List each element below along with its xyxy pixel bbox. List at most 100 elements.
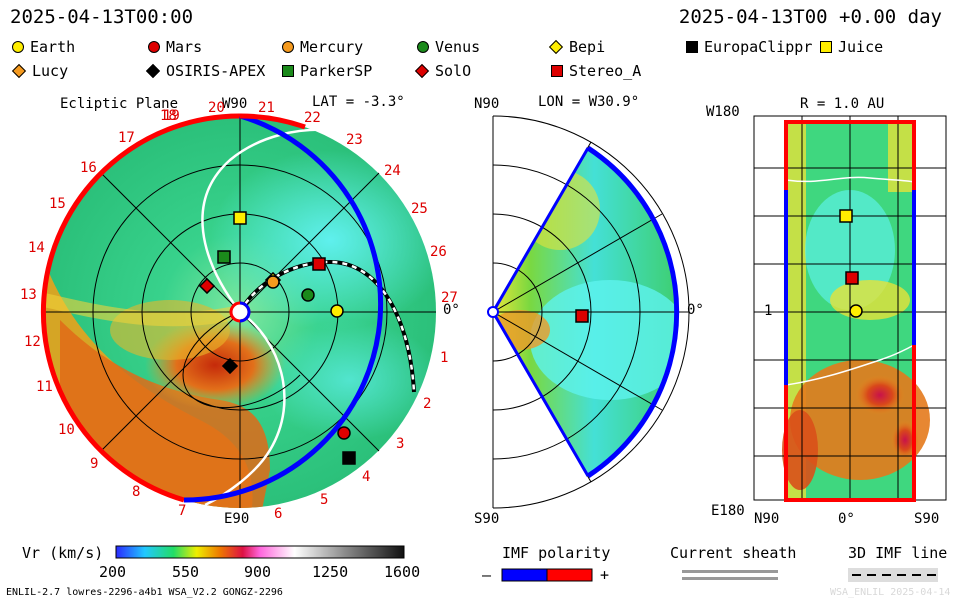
day-label: 14 [28,240,45,256]
europaclipper-icon [342,451,356,465]
ecliptic-lat: LAT = -3.3° [312,94,405,110]
day-label: 1 [440,350,448,366]
earth-marker-icon [12,41,24,53]
ecliptic-title: Ecliptic Plane [60,96,179,112]
day-label: 5 [320,492,328,508]
imf-minus-label: – [482,566,492,584]
day-label: 9 [90,456,98,472]
colorbar-tick-550: 550 [172,563,200,581]
day-label: 26 [430,244,447,260]
solo-icon [198,277,216,295]
radial-x-label-s90: S90 [914,511,940,527]
left-timestamp: 2025-04-13T00:00 [10,6,194,28]
mars-marker-icon [148,41,160,53]
day-label: 2 [423,396,431,412]
radial-x-label-0: 0° [838,511,855,527]
europaclipper-marker-icon [686,41,698,53]
current-sheath-line [201,128,331,313]
ecliptic-right-label: 0° [443,302,460,318]
ecliptic-bottom-label: E90 [224,511,250,527]
juice-marker-icon [820,41,832,53]
colorbar-tick-1600: 1600 [384,563,421,581]
stereo-a-marker-icon [551,65,563,77]
imf-3d-title: 3D IMF line [848,544,948,562]
meridional-panel [487,115,690,509]
day-labels: 19 20 21 22 23 24 25 26 27 1 2 3 4 5 6 7… [20,100,458,522]
day-label: 25 [411,201,428,217]
day-label: 6 [274,506,282,522]
radial-x-label-n90: N90 [754,511,780,527]
imf-polarity-title: IMF polarity [502,544,611,562]
osiris-apex-icon [221,357,239,375]
legend-label-lucy: Lucy [32,62,69,80]
day-label: 13 [20,287,37,303]
legend-label-mars: Mars [166,38,203,56]
day-label: 3 [396,436,404,452]
day-label: 4 [362,469,370,485]
parkersp-icon [217,250,231,264]
day-label: 7 [178,503,186,519]
day-label: 22 [304,110,321,126]
current-sheath-swatch [682,570,778,573]
meridional-lon: LON = W30.9° [538,94,640,110]
juice-radial-icon [839,209,853,223]
legend-label-bepi: Bepi [569,38,606,56]
imf-line-swatch [848,568,938,582]
day-label: 21 [258,100,275,116]
day-label: 18 [160,108,177,124]
day-label: 17 [118,130,135,146]
legend-label-osiris-apex: OSIRIS-APEX [166,62,266,80]
meridional-right-label: 0° [687,302,704,318]
colorbar-title: Vr (km/s) [22,544,104,562]
day-label: 27 [441,290,458,306]
stereo-a-radial-icon [845,271,859,285]
footer-model-info: ENLIL-2.7 lowres-2296-a4b1 WSA_V2.2 GONG… [6,587,283,598]
day-label: 15 [49,196,66,212]
velocity-colorbar [115,545,405,559]
radial-top-label: W180 [706,104,740,120]
legend-label-earth: Earth [30,38,76,56]
legend-label-mercury: Mercury [300,38,364,56]
day-label: 10 [58,422,75,438]
day-label: 8 [132,484,140,500]
earth-radial-icon [849,304,863,318]
earth-icon [330,304,344,318]
imf-negative-swatch [501,568,548,582]
colorbar-tick-1250: 1250 [312,563,349,581]
colorbar-tick-900: 900 [244,563,272,581]
colorbar-tick-200: 200 [99,563,127,581]
mercury-icon [266,275,280,289]
stereo-a-meridional-icon [575,309,589,323]
day-label: 20 [208,100,225,116]
day-label: 16 [80,160,97,176]
radial-mid-label: 1 [764,303,773,319]
day-label: 12 [24,334,41,350]
legend-label-stereo-a: Stereo_A [569,62,642,80]
legend-label-parkersp: ParkerSP [300,62,373,80]
meridional-top-label: N90 [474,96,500,112]
radial-r: R = 1.0 AU [800,96,885,112]
legend-label-juice: Juice [838,38,884,56]
current-sheath-title: Current sheath [670,544,797,562]
footer-watermark: WSA_ENLIL 2025-04-14 [830,587,951,598]
imf-positive-swatch [546,568,593,582]
mercury-marker-icon [282,41,294,53]
venus-marker-icon [417,41,429,53]
day-label: 11 [36,379,53,395]
day-label: 19 [163,108,180,124]
ecliptic-top-label: W90 [222,96,248,112]
meridional-bottom-label: S90 [474,511,500,527]
radial-panel [753,115,947,502]
radial-bottom-label: E180 [711,503,745,519]
stereo-a-icon [312,257,326,271]
day-label: 23 [346,132,363,148]
polarity-ring-negative [183,113,384,503]
mars-icon [337,426,351,440]
juice-icon [233,211,247,225]
legend-label-europaclipper: EuropaClippr [704,38,813,56]
legend-label-solo: SolO [435,62,472,80]
parkersp-marker-icon [282,65,294,77]
right-timestamp: 2025-04-13T00 +0.00 day [678,6,942,28]
imf-plus-label: + [600,566,610,584]
